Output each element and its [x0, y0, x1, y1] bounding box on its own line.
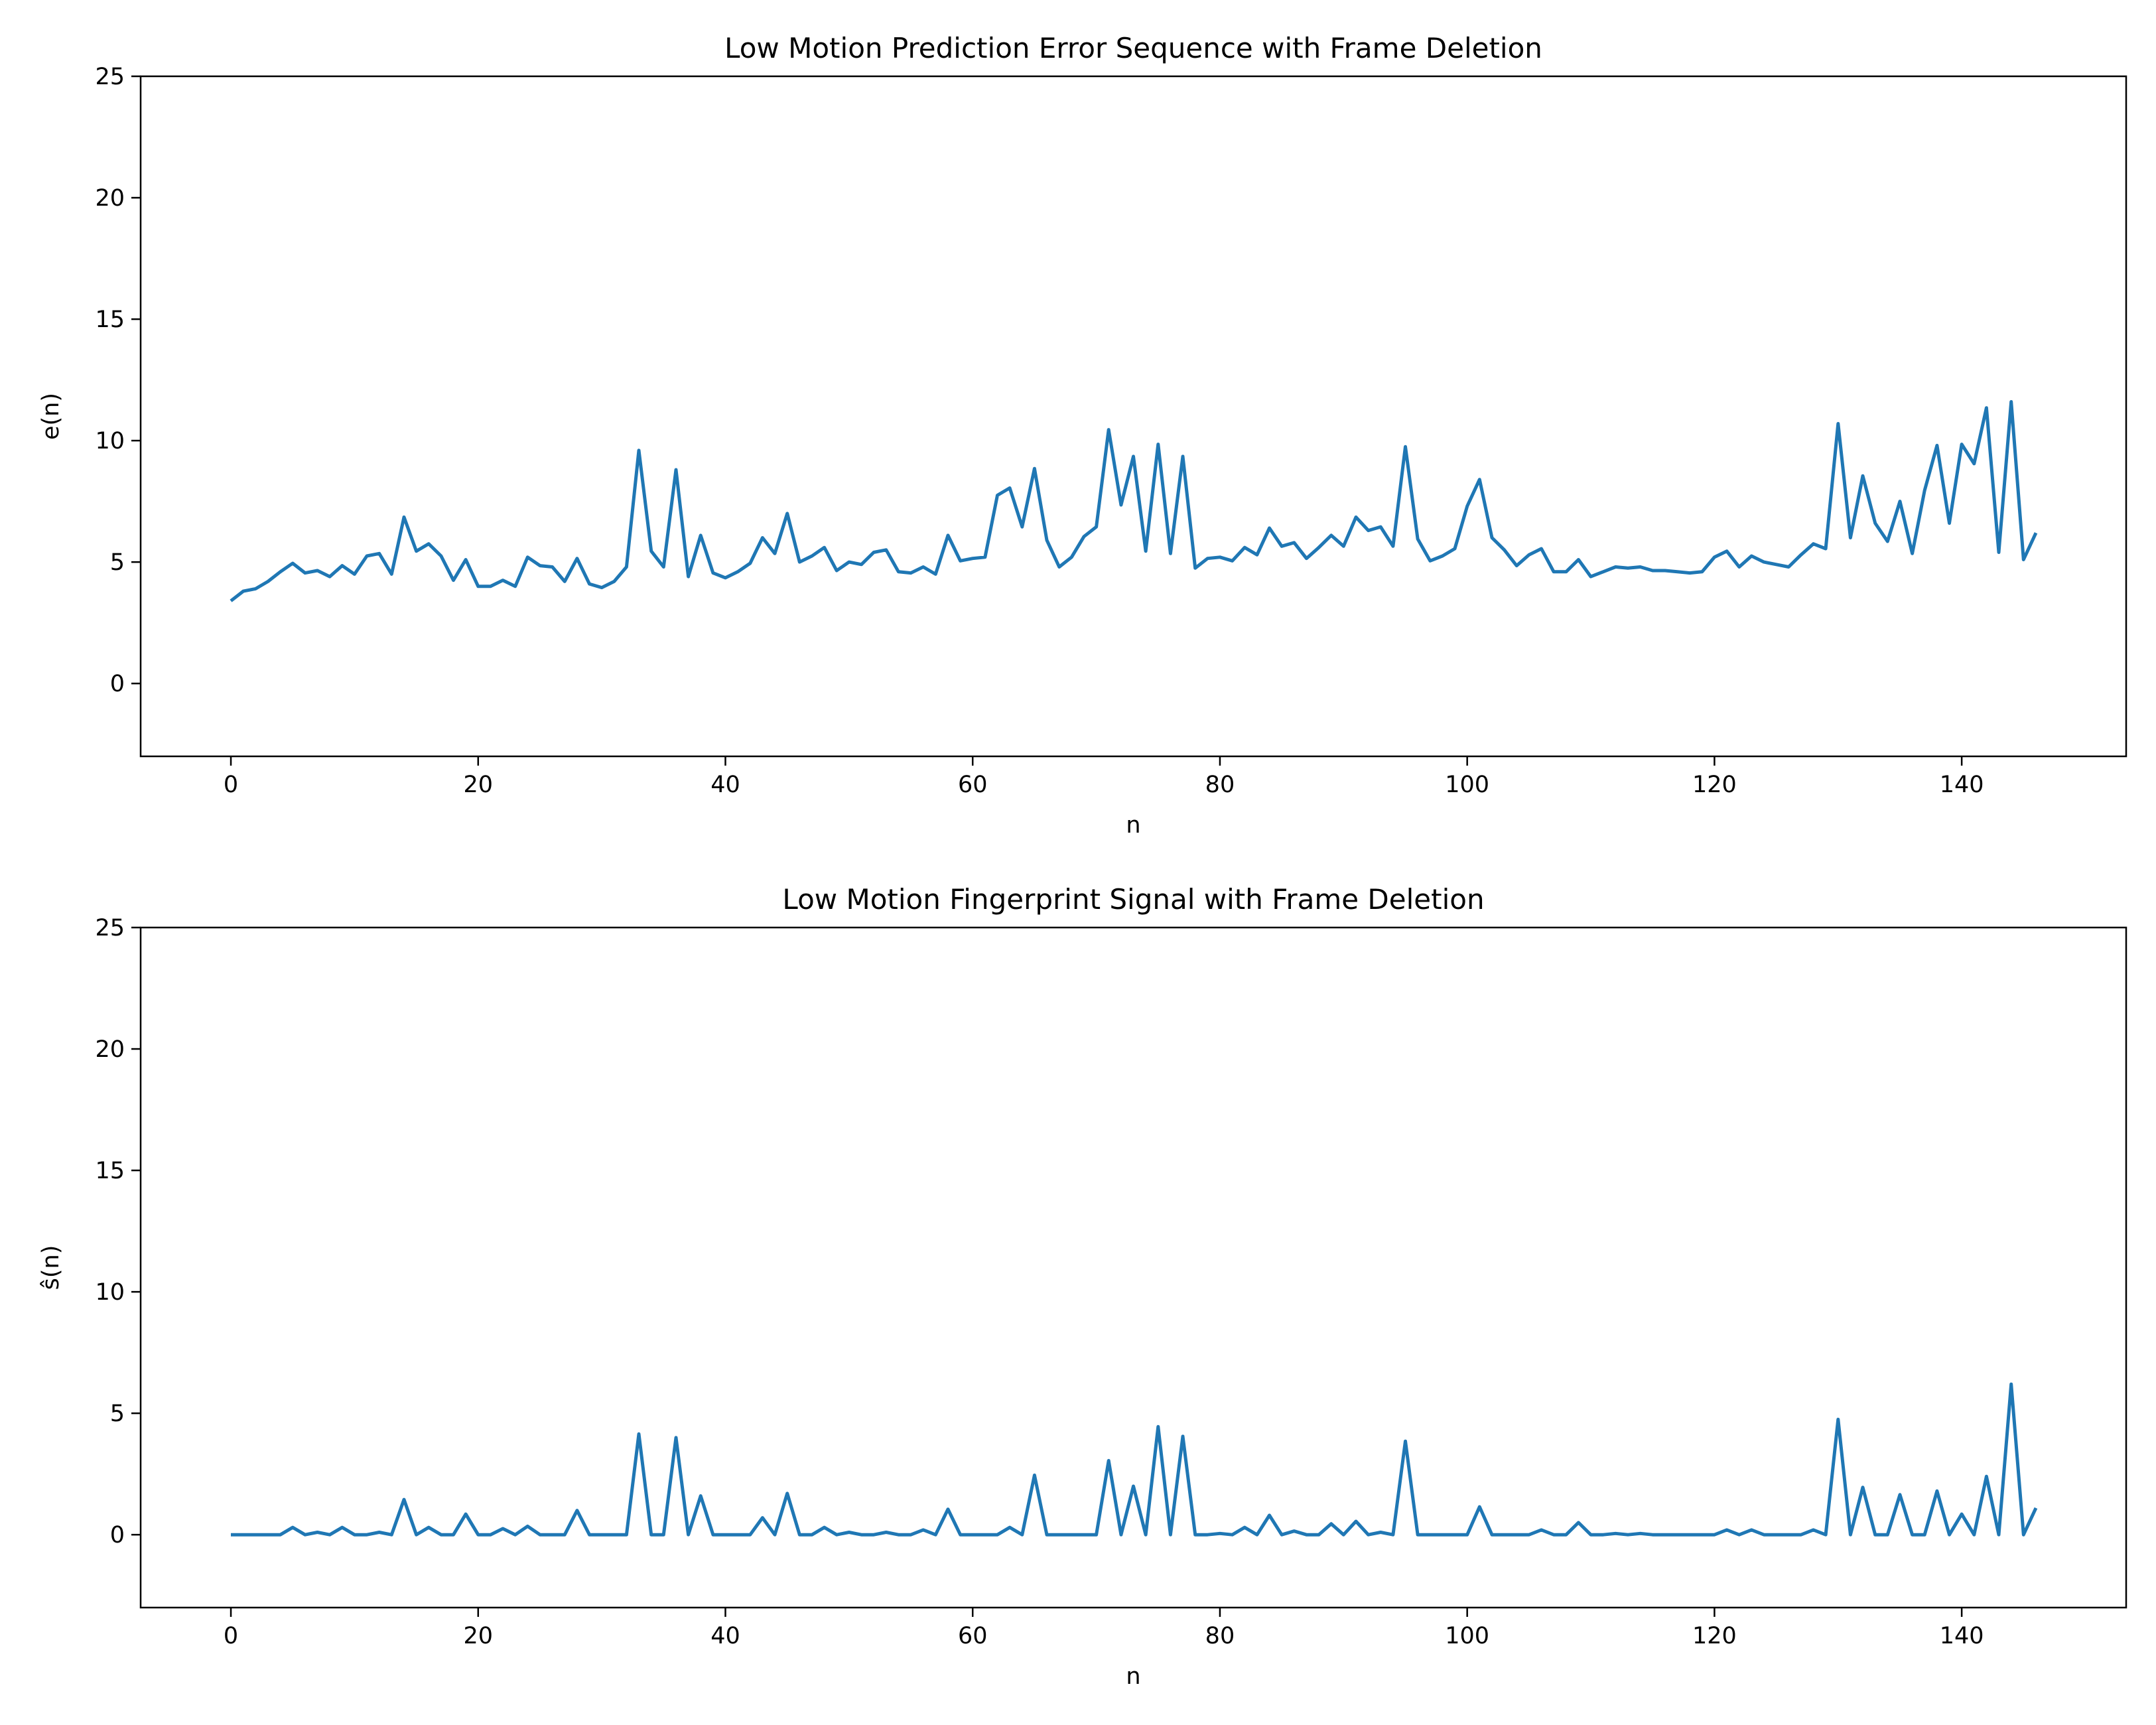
top-y-tick-label: 20: [95, 185, 125, 212]
top-plot-title: Low Motion Prediction Error Sequence wit…: [724, 32, 1542, 64]
top-x-tick-label: 100: [1445, 772, 1489, 798]
bottom-x-tick-label: 20: [463, 1623, 493, 1649]
bottom-x-tick-label: 100: [1445, 1623, 1489, 1649]
bottom-x-tick-label: 140: [1940, 1623, 1984, 1649]
bottom-y-tick-label: 0: [110, 1522, 125, 1549]
top-x-tick-label: 120: [1692, 772, 1737, 798]
top-x-tick-label: 60: [958, 772, 988, 798]
bottom-x-tick-label: 120: [1692, 1623, 1737, 1649]
top-y-tick-label: 15: [95, 307, 125, 333]
top-y-tick-label: 0: [110, 671, 125, 697]
top-x-tick-label: 140: [1940, 772, 1984, 798]
top-y-tick-label: 5: [110, 549, 125, 576]
bottom-x-tick-label: 40: [710, 1623, 740, 1649]
top-plot-frame: [139, 75, 2127, 758]
bottom-plot-frame: [139, 926, 2127, 1609]
top-x-tick-label: 20: [463, 772, 493, 798]
bottom-y-tick-label: 15: [95, 1158, 125, 1184]
top-x-tick-label: 40: [710, 772, 740, 798]
bottom-y-axis-label: ŝ(n): [38, 1245, 64, 1290]
bottom-subplot: Low Motion Fingerprint Signal with Frame…: [38, 883, 2127, 1690]
bottom-x-tick-label: 80: [1205, 1623, 1235, 1649]
top-x-tick-label: 80: [1205, 772, 1235, 798]
top-y-tick-label: 25: [95, 64, 125, 90]
bottom-y-tick-label: 25: [95, 915, 125, 941]
bottom-y-tick-label: 10: [95, 1279, 125, 1306]
bottom-fingerprint-signal-line: [231, 1382, 2038, 1537]
top-subplot: Low Motion Prediction Error Sequence wit…: [38, 32, 2127, 839]
bottom-x-axis-label: n: [1126, 1663, 1140, 1690]
top-x-axis: 0 20 40 60 80 100 120 140: [224, 756, 1984, 798]
top-y-tick-label: 10: [95, 428, 125, 454]
bottom-x-tick-label: 0: [224, 1623, 238, 1649]
bottom-y-tick-label: 20: [95, 1036, 125, 1063]
bottom-x-tick-label: 60: [958, 1623, 988, 1649]
bottom-x-axis: 0 20 40 60 80 100 120 140: [224, 1608, 1984, 1649]
top-x-axis-label: n: [1126, 812, 1140, 839]
top-x-tick-label: 0: [224, 772, 238, 798]
bottom-y-tick-label: 5: [110, 1401, 125, 1427]
top-y-axis: 0 5 10 15 20 25: [95, 64, 141, 697]
bottom-plot-title: Low Motion Fingerprint Signal with Frame…: [782, 883, 1484, 916]
top-error-sequence-line: [230, 400, 2038, 602]
bottom-y-axis: 0 5 10 15 20 25: [95, 915, 141, 1549]
top-y-axis-label: e(n): [38, 393, 64, 440]
